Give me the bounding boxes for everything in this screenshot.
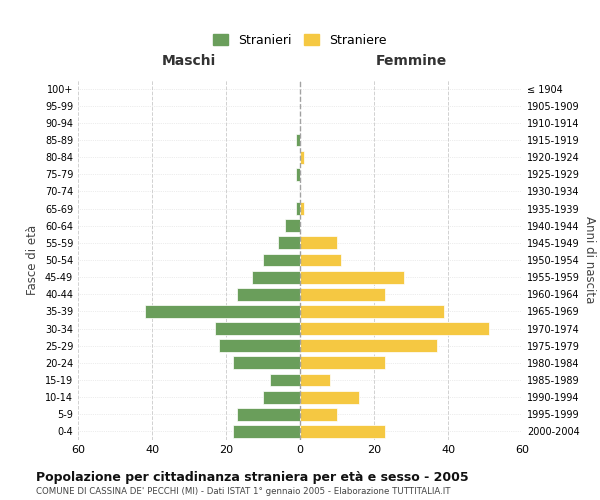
Bar (300, 254, 341, 266)
Bar (300, 408, 337, 420)
Bar (296, 134, 300, 146)
Bar (300, 356, 385, 370)
Y-axis label: Fasce di età: Fasce di età (26, 225, 39, 295)
Bar (300, 390, 359, 404)
Bar (300, 374, 329, 386)
Bar (237, 408, 300, 420)
Bar (218, 340, 300, 352)
Bar (263, 390, 300, 404)
Bar (300, 340, 437, 352)
Bar (300, 236, 337, 250)
Bar (215, 322, 300, 335)
Text: Femmine: Femmine (376, 54, 446, 68)
Bar (296, 202, 300, 215)
Bar (145, 305, 300, 318)
Bar (300, 202, 304, 215)
Y-axis label: Anni di nascita: Anni di nascita (583, 216, 596, 304)
Bar (233, 356, 300, 370)
Bar (300, 425, 385, 438)
Text: Maschi: Maschi (162, 54, 216, 68)
Bar (233, 425, 300, 438)
Text: Popolazione per cittadinanza straniera per età e sesso - 2005: Popolazione per cittadinanza straniera p… (36, 471, 469, 484)
Text: COMUNE DI CASSINA DE' PECCHI (MI) - Dati ISTAT 1° gennaio 2005 - Elaborazione TU: COMUNE DI CASSINA DE' PECCHI (MI) - Dati… (36, 488, 451, 496)
Bar (300, 288, 385, 300)
Bar (278, 236, 300, 250)
Bar (285, 220, 300, 232)
Legend: Stranieri, Straniere: Stranieri, Straniere (208, 28, 392, 52)
Bar (300, 322, 488, 335)
Bar (252, 270, 300, 283)
Bar (300, 305, 444, 318)
Bar (300, 150, 304, 164)
Bar (237, 288, 300, 300)
Bar (300, 270, 404, 283)
Bar (271, 374, 300, 386)
Bar (263, 254, 300, 266)
Bar (296, 168, 300, 180)
